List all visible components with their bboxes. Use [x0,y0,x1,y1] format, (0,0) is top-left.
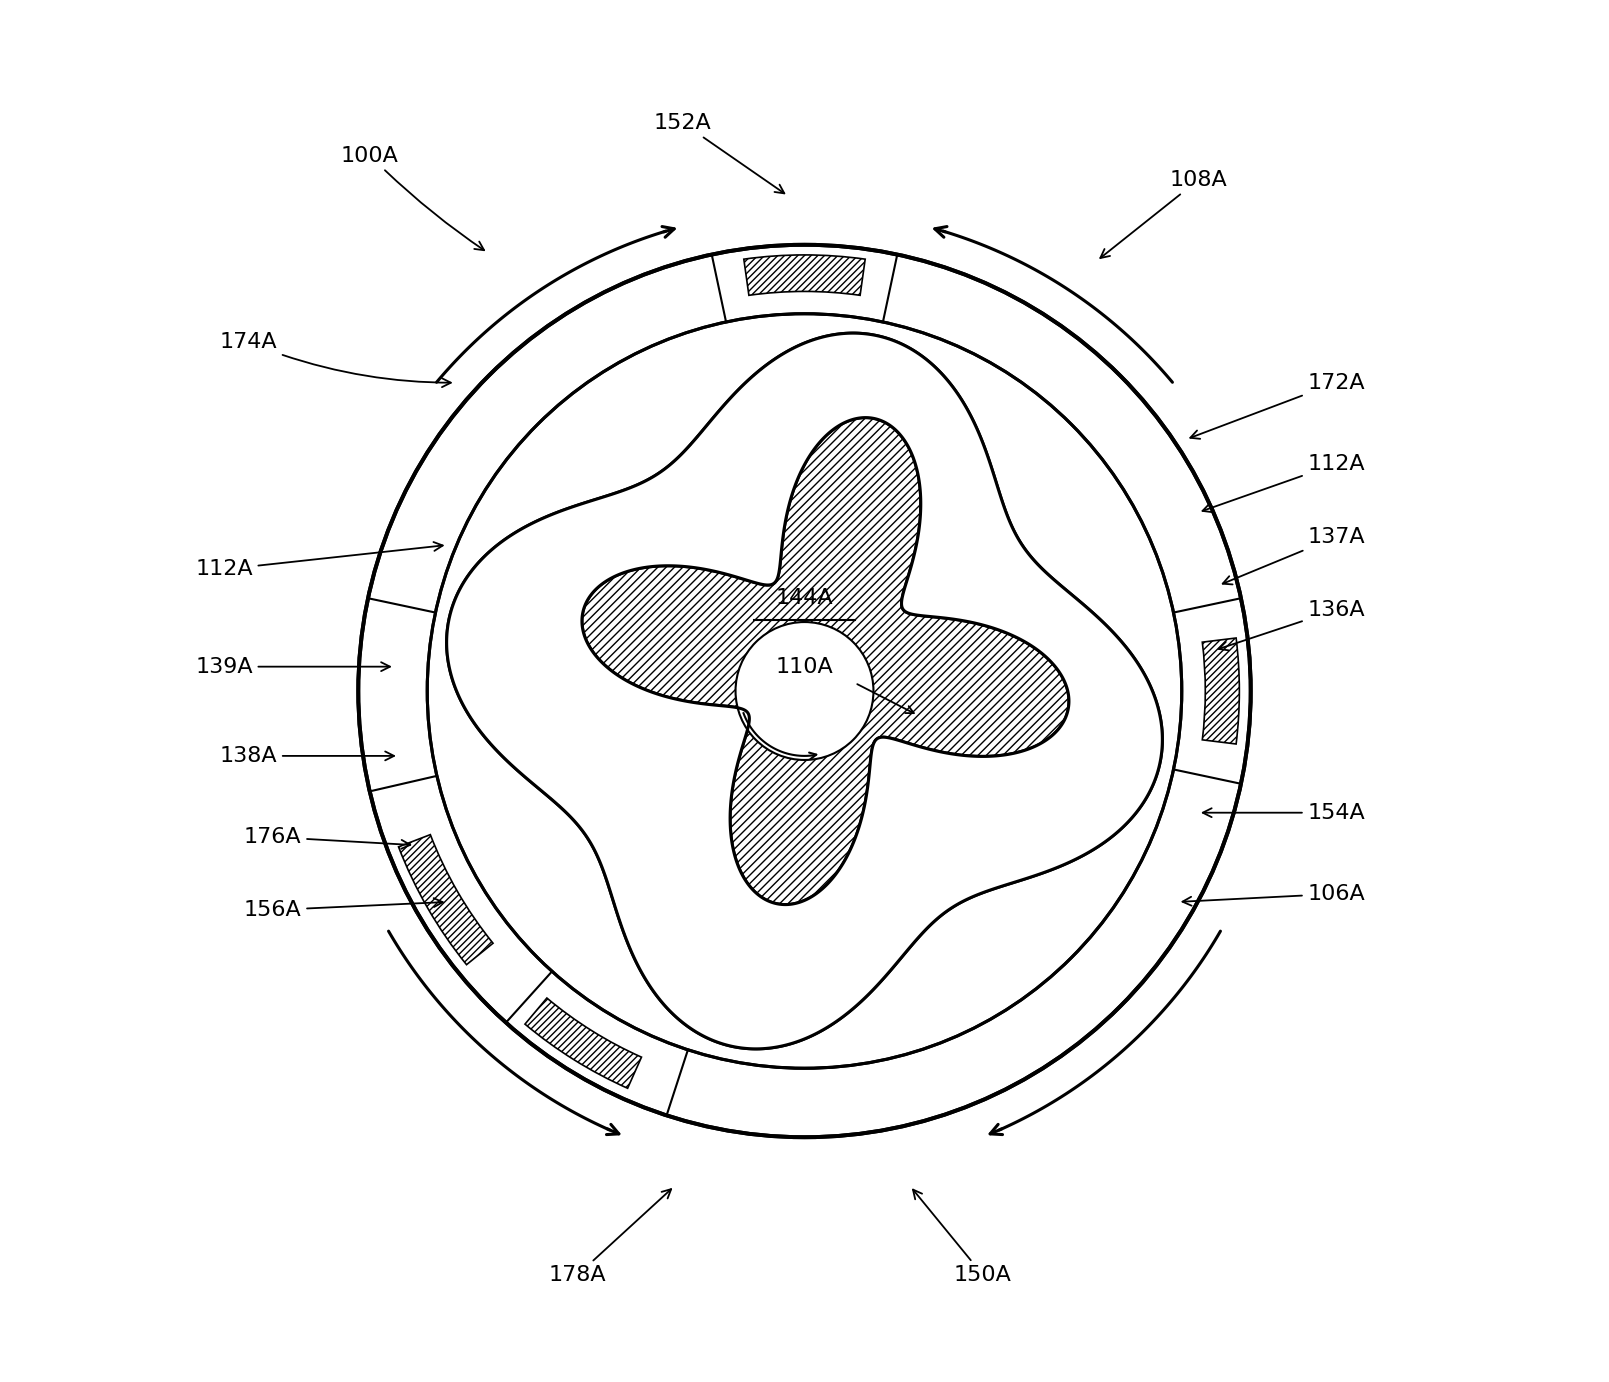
Circle shape [317,205,1292,1177]
Text: 137A: 137A [1223,527,1364,585]
Wedge shape [525,998,642,1088]
Text: 144A: 144A [776,587,833,608]
Text: 108A: 108A [1101,170,1228,258]
Wedge shape [525,998,642,1088]
Text: 172A: 172A [1191,373,1364,439]
Wedge shape [399,835,492,965]
Wedge shape [372,777,550,1021]
Text: 152A: 152A [653,113,784,193]
Wedge shape [743,254,866,296]
Text: 156A: 156A [243,898,442,920]
Text: 178A: 178A [549,1189,671,1285]
Text: 110A: 110A [776,656,833,677]
Wedge shape [883,256,1239,612]
Wedge shape [668,770,1239,1136]
Text: 112A: 112A [195,542,442,579]
Polygon shape [582,417,1068,905]
Text: 112A: 112A [1202,453,1364,513]
Text: 100A: 100A [341,145,484,250]
Wedge shape [713,246,896,319]
Wedge shape [743,254,866,296]
Text: 154A: 154A [1204,803,1366,822]
Wedge shape [1202,638,1239,744]
Circle shape [735,622,874,760]
Text: 139A: 139A [195,656,389,677]
Wedge shape [360,598,434,791]
Wedge shape [399,835,492,965]
Polygon shape [447,333,1162,1049]
Polygon shape [582,417,1068,905]
Wedge shape [370,256,726,612]
Wedge shape [507,973,687,1114]
Wedge shape [1202,638,1239,744]
Text: 106A: 106A [1183,884,1366,905]
Text: 176A: 176A [245,826,410,849]
Text: 174A: 174A [219,332,451,387]
Text: 138A: 138A [219,746,394,766]
Text: 136A: 136A [1218,600,1364,651]
Text: 150A: 150A [912,1190,1012,1285]
Wedge shape [1176,598,1249,784]
